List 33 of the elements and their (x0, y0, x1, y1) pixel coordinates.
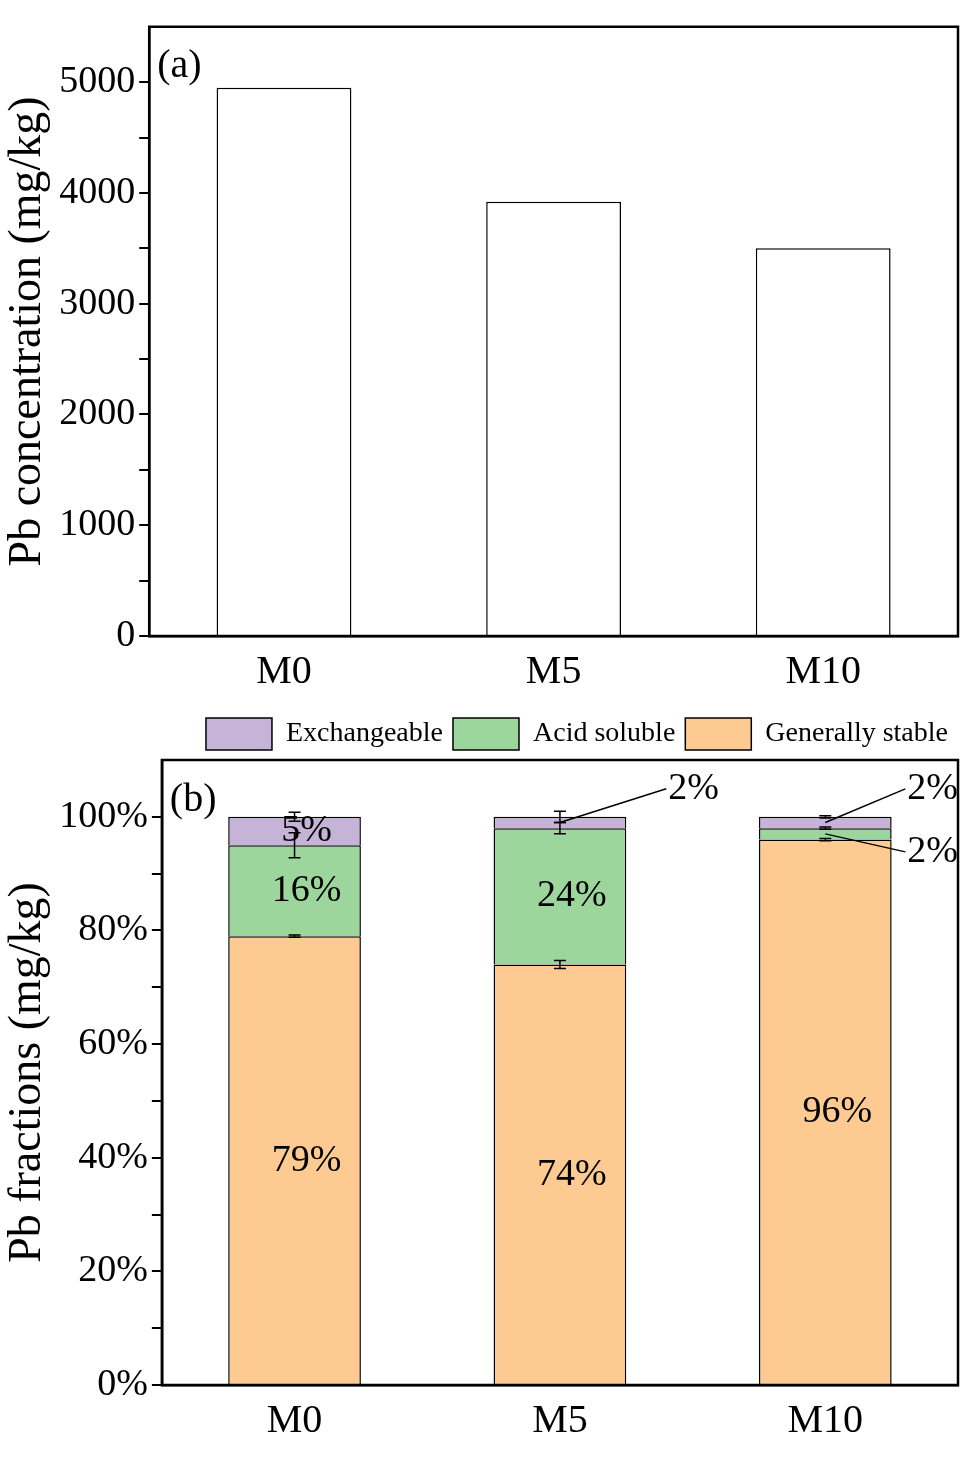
data-label: 74% (537, 1150, 607, 1193)
y-tick-label: 60% (78, 1020, 148, 1063)
legend-label: Generally stable (765, 716, 949, 748)
y-tick-label: 3000 (59, 279, 136, 322)
data-label: 2% (907, 764, 958, 807)
y-tick-label: 5000 (59, 58, 136, 101)
y-axis-title: Pb fractions (mg/kg) (0, 882, 50, 1263)
y-tick-label: 100% (59, 792, 148, 835)
x-tick-label: M10 (785, 646, 861, 692)
x-tick-label: M5 (532, 1395, 588, 1441)
y-tick-label: 40% (78, 1133, 148, 1176)
data-label: 2% (668, 764, 719, 807)
y-tick-label: 4000 (59, 168, 136, 211)
data-label: 96% (802, 1088, 873, 1131)
x-tick-label: M10 (787, 1395, 864, 1441)
data-label: 79% (271, 1136, 342, 1179)
annotation: (a) (157, 41, 202, 87)
x-tick-label: M0 (256, 646, 312, 692)
y-tick-label: 20% (78, 1247, 148, 1290)
y-axis-title: Pb concentration (mg/kg) (0, 96, 50, 567)
legend-label: Acid soluble (532, 716, 676, 748)
y-tick-label: 2000 (59, 390, 136, 433)
y-tick-label: 1000 (59, 501, 136, 544)
data-label: 24% (537, 872, 607, 915)
legend-label: Exchangeable (285, 716, 443, 748)
data-label: 2% (907, 827, 958, 870)
y-tick-label: 0% (97, 1360, 148, 1403)
x-tick-label: M5 (525, 646, 582, 692)
annotation: (b) (169, 774, 217, 820)
y-tick-label: 0 (116, 611, 136, 654)
x-tick-label: M0 (266, 1395, 323, 1441)
y-tick-label: 80% (78, 906, 148, 949)
data-label: 16% (271, 866, 342, 909)
